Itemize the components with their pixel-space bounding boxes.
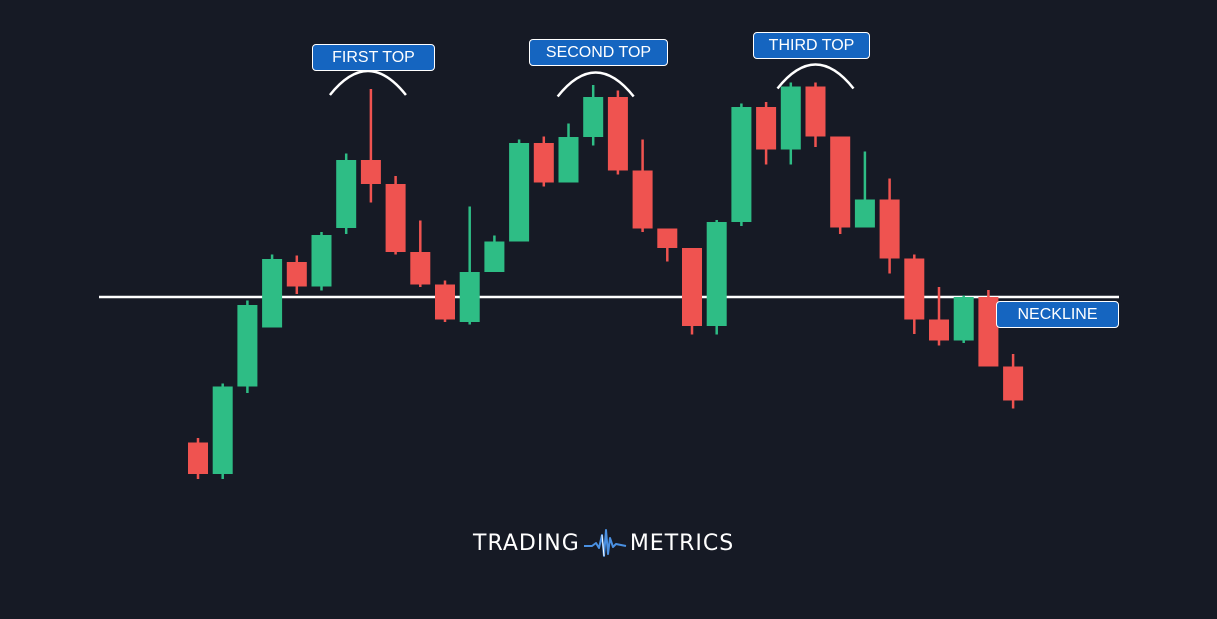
annotation-label-neckline: NECKLINE	[996, 301, 1119, 328]
candle-16	[583, 85, 604, 146]
candle-body	[879, 199, 900, 259]
candle-15	[558, 123, 579, 183]
candle-body	[286, 262, 307, 287]
candle-body	[509, 143, 530, 242]
annotation-label-third-top: THIRD TOP	[753, 32, 870, 59]
candle-4	[286, 255, 307, 294]
candle-24	[780, 82, 801, 165]
candle-13	[509, 139, 530, 242]
candle-body	[854, 199, 875, 228]
candle-body	[953, 297, 974, 341]
candle-32	[978, 290, 999, 367]
candle-26	[830, 136, 851, 234]
candle-29	[904, 254, 925, 334]
candle-body	[484, 241, 505, 272]
candle-body	[756, 107, 777, 150]
candle-body	[805, 86, 826, 137]
candle-21	[706, 220, 727, 335]
brand-logo: TRADING METRICS	[473, 526, 734, 560]
candle-9	[410, 220, 431, 287]
candle-18	[632, 139, 653, 232]
candle-body	[706, 222, 727, 326]
candle-body	[410, 252, 431, 285]
candle-1	[212, 383, 233, 479]
candle-5	[311, 232, 332, 291]
top-arc-1	[556, 71, 635, 98]
candle-6	[336, 153, 357, 234]
annotation-label-second-top: SECOND TOP	[529, 39, 668, 66]
candle-0	[188, 438, 208, 479]
candle-body	[830, 136, 851, 228]
candle-body	[459, 272, 480, 322]
candle-7	[360, 89, 381, 203]
candle-22	[731, 103, 752, 226]
top-arc-2	[776, 63, 855, 90]
candle-body	[1003, 366, 1024, 401]
candle-body	[237, 305, 258, 387]
candle-body	[533, 143, 554, 183]
candle-10	[435, 280, 455, 322]
candle-body	[978, 297, 999, 367]
candle-body	[385, 184, 406, 252]
candle-25	[805, 82, 826, 147]
candle-19	[657, 228, 678, 262]
top-arc-0	[328, 69, 407, 96]
candle-30	[929, 287, 949, 346]
candle-17	[607, 90, 628, 175]
candle-28	[879, 178, 900, 274]
candle-20	[682, 248, 702, 335]
candle-body	[657, 228, 678, 248]
candle-33	[1003, 354, 1024, 409]
candle-body	[435, 284, 455, 320]
candle-body	[731, 107, 752, 222]
brand-left-text: TRADING	[473, 530, 580, 556]
candle-body	[311, 235, 332, 287]
candle-3	[262, 254, 283, 328]
candle-body	[929, 319, 949, 341]
brand-right-text: METRICS	[629, 530, 735, 556]
candle-body	[558, 137, 579, 183]
candle-body	[682, 248, 702, 326]
candle-body	[336, 160, 357, 228]
candle-body	[212, 386, 233, 474]
candle-14	[533, 136, 554, 187]
candle-body	[904, 258, 925, 320]
candle-body	[632, 170, 653, 229]
candle-body	[188, 442, 208, 474]
waveform-icon	[583, 529, 627, 557]
candle-23	[756, 102, 777, 165]
annotation-label-first-top: FIRST TOP	[312, 44, 435, 71]
candle-body	[607, 97, 628, 171]
candle-27	[854, 151, 875, 228]
candle-2	[237, 300, 258, 393]
candle-11	[459, 206, 480, 325]
candle-8	[385, 176, 406, 255]
candle-12	[484, 235, 505, 272]
candle-body	[583, 97, 604, 137]
candle-body	[262, 259, 283, 328]
candle-body	[780, 86, 801, 150]
candle-body	[360, 160, 381, 184]
candle-31	[953, 295, 974, 343]
